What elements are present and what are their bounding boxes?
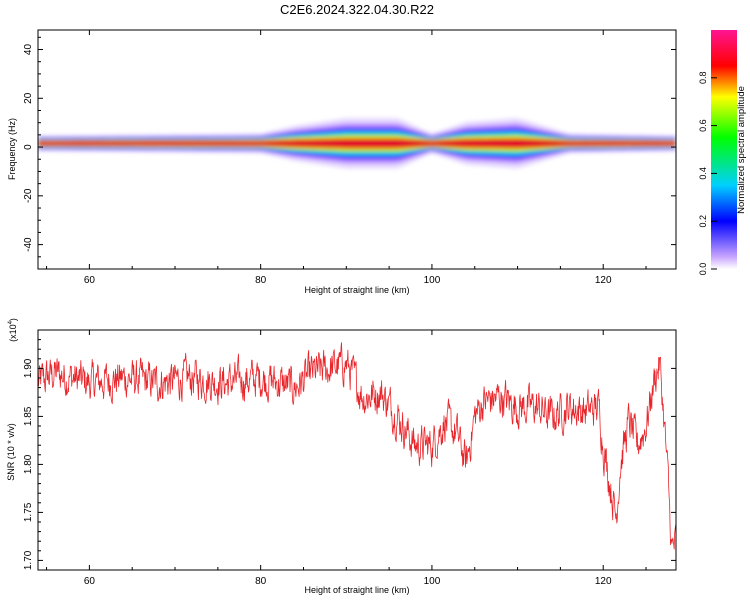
colorbar-gradient — [711, 30, 737, 269]
spectrogram-ylabel: Frequency (Hz) — [7, 118, 17, 180]
colorbar-label: Normalized spectral amplitude — [736, 86, 747, 214]
snr-series-line — [38, 342, 676, 550]
y-tick-label: 0 — [23, 144, 34, 150]
spectrogram-frame — [37, 29, 677, 270]
colorbar-tick-label: 0.2 — [698, 215, 708, 228]
spectrogram-xlabel: Height of straight line (km) — [304, 285, 409, 295]
x-tick-label: 80 — [255, 275, 267, 286]
colorbar-ticks: 0.0 0.2 0.4 0.6 0.8 — [698, 72, 717, 276]
snr-ticks: 60 80 100 120 1.90 1.85 1.80 1.75 1.70 — [23, 330, 676, 587]
spectrogram-ridge — [38, 118, 676, 169]
snr-panel: 60 80 100 120 1.90 1.85 1.80 1.75 1.70 Height of… — [6, 318, 677, 595]
spectrogram-panel: 60 80 100 120 40 20 0 -20 -40 Height of straight… — [7, 29, 677, 295]
snr-xlabel: Height of straight line (km) — [304, 585, 409, 595]
y-tick-label: 1.90 — [23, 358, 34, 378]
ridge-contour-band — [38, 139, 676, 148]
x-tick-label: 120 — [595, 576, 612, 587]
x-tick-label: 80 — [255, 576, 267, 587]
colorbar-tick-label: 0.8 — [698, 72, 708, 85]
x-tick-label: 100 — [424, 576, 441, 587]
x-tick-label: 60 — [84, 275, 96, 286]
x-tick-label: 60 — [84, 576, 96, 587]
snr-multiplier: (x104) — [8, 318, 18, 342]
y-tick-label: 40 — [23, 44, 34, 56]
colorbar: 0.0 0.2 0.4 0.6 0.8 Normalized spectral ampl… — [698, 30, 747, 275]
y-tick-label: -40 — [23, 237, 34, 252]
spectrogram-ticks: 60 80 100 120 40 20 0 -20 -40 — [23, 30, 676, 286]
snr-ylabel: SNR (10 * v/v) — [6, 423, 16, 481]
x-tick-label: 100 — [424, 275, 441, 286]
figure-title: C2E6.2024.322.04.30.R22 — [280, 2, 434, 17]
y-tick-label: 20 — [23, 92, 34, 104]
x-tick-label: 120 — [595, 275, 612, 286]
colorbar-tick-label: 0.4 — [698, 167, 708, 180]
y-tick-label: -20 — [23, 188, 34, 203]
snr-frame — [37, 329, 677, 571]
y-tick-label: 1.75 — [23, 502, 34, 522]
y-tick-label: 1.70 — [23, 550, 34, 570]
colorbar-tick-label: 0.0 — [698, 263, 708, 276]
y-tick-label: 1.85 — [23, 406, 34, 426]
y-tick-label: 1.80 — [23, 454, 34, 474]
colorbar-tick-label: 0.6 — [698, 119, 708, 132]
snr-plot-area — [38, 330, 676, 570]
